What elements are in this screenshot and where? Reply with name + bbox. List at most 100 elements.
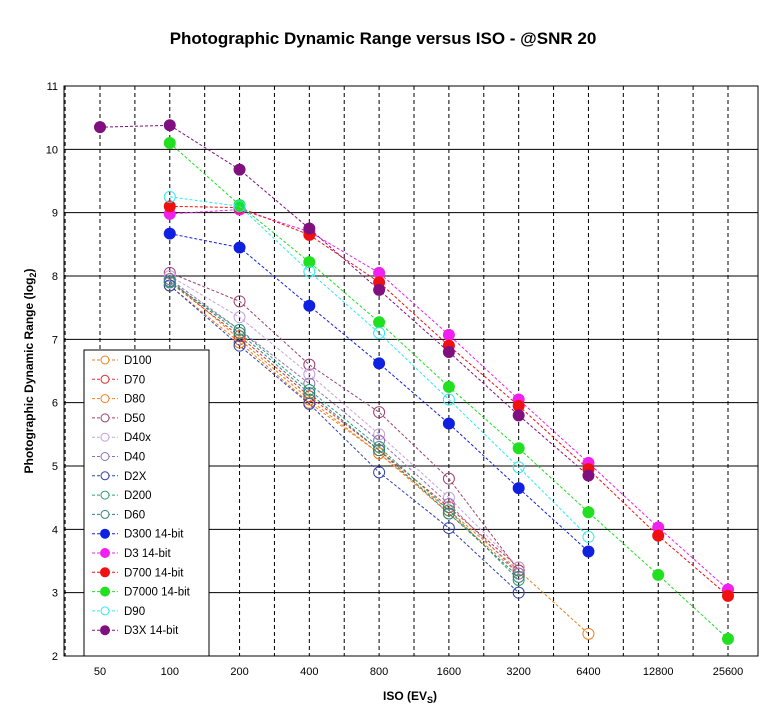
data-point (303, 384, 316, 396)
series-line (99, 124, 589, 476)
series-line (169, 196, 589, 538)
series-d50 (163, 266, 525, 577)
legend-marker (100, 625, 110, 636)
legend-item: D80 (92, 394, 145, 406)
data-point (373, 444, 386, 457)
legend-label: D70 (124, 374, 145, 386)
x-tick-label: 50 (94, 666, 106, 678)
y-tick-label: 2 (52, 651, 58, 663)
x-axis-title-main: ISO (EV (383, 689, 427, 703)
data-point (303, 390, 316, 403)
data-point (233, 336, 246, 349)
legend-marker (100, 509, 110, 519)
data-point (373, 316, 386, 329)
data-point (233, 163, 246, 176)
legend-item: D7000 14-bit (92, 586, 191, 599)
legend-marker (100, 548, 110, 558)
legend-label: D7000 14-bit (124, 587, 191, 599)
data-point (652, 521, 665, 534)
data-point (582, 627, 595, 640)
legend-item: D40x (92, 432, 151, 444)
legend-label: D200 (124, 490, 152, 502)
x-tick-labels: 50 100 200 400 800 1600 3200 6400 12800 25600 (94, 666, 743, 678)
data-point (652, 568, 665, 581)
series-d60 (163, 275, 525, 583)
legend-item: D300 14-bit (92, 528, 184, 541)
chart-title: Photographic Dynamic Range versus ISO - … (170, 29, 597, 48)
legend-marker (100, 528, 110, 539)
data-point (442, 393, 455, 406)
data-point (442, 498, 455, 510)
x-tick-label: 100 (161, 666, 179, 678)
x-axis-title-sub: S (427, 695, 433, 705)
y-tick-label: 9 (52, 208, 58, 220)
legend-marker (100, 567, 110, 578)
legend-label: D40 (124, 452, 145, 464)
data-point (233, 200, 246, 213)
data-point (163, 190, 176, 203)
series-d90 (163, 190, 595, 543)
x-axis-title-end: ) (433, 689, 437, 703)
data-point (163, 227, 176, 240)
data-point (163, 137, 176, 149)
data-point (442, 507, 455, 520)
x-tick-label: 400 (300, 666, 318, 678)
legend-label: D2X (124, 471, 147, 483)
legend: D100 D70 D80 D50 D40x D40 D2X D200 D60 D300 14-bi… (83, 349, 210, 657)
legend-label: D80 (124, 394, 145, 406)
data-point (163, 275, 176, 288)
data-point (582, 469, 595, 482)
legend-label: D100 (124, 355, 152, 367)
data-point (442, 417, 455, 430)
series-line (169, 275, 520, 568)
data-point (442, 522, 455, 535)
legend-label: D700 14-bit (124, 567, 184, 579)
data-point (303, 299, 316, 312)
series-d300-14-bit (163, 227, 595, 558)
data-point (373, 447, 386, 460)
legend-label: D40x (124, 432, 151, 444)
data-point (442, 472, 455, 485)
y-axis-title-end: ) (22, 268, 36, 272)
legend-marker (100, 394, 110, 404)
legend-item: D60 (92, 509, 145, 521)
y-axis-title-sub: 2 (28, 272, 38, 277)
data-point (582, 506, 595, 519)
legend-item: D3 14-bit (92, 548, 171, 560)
legend-marker (100, 586, 110, 597)
x-axis-title: ISO (EVS) (383, 689, 437, 705)
data-point (303, 387, 316, 400)
y-tick-label: 3 (52, 588, 58, 600)
plot-border (63, 85, 759, 657)
legend-item: D50 (92, 413, 145, 425)
x-tick-label: 25600 (713, 666, 744, 678)
legend-item: D90 (92, 606, 145, 618)
data-point (512, 399, 525, 412)
legend-marker (100, 374, 110, 384)
data-point (94, 121, 106, 134)
legend-label: D3 14-bit (124, 548, 171, 560)
data-point (512, 586, 525, 599)
data-point (233, 333, 246, 346)
series-line (169, 285, 520, 594)
data-point (233, 330, 246, 343)
data-point (303, 222, 316, 235)
data-point (652, 529, 665, 542)
x-tick-label: 800 (370, 666, 388, 678)
data-point (233, 311, 246, 324)
data-point (442, 346, 455, 358)
series-d200 (163, 276, 525, 586)
y-tick-label: 7 (52, 334, 58, 346)
data-point (233, 241, 246, 254)
legend-label: D50 (124, 413, 145, 425)
data-point (303, 368, 316, 381)
series-line (169, 280, 520, 578)
data-point (512, 461, 525, 474)
x-tick-label: 6400 (576, 666, 600, 678)
data-point (233, 327, 246, 339)
data-point (373, 434, 386, 447)
data-point (373, 466, 386, 479)
data-point (442, 380, 455, 393)
legend-item: D3X 14-bit (92, 625, 179, 637)
data-point (163, 200, 176, 213)
